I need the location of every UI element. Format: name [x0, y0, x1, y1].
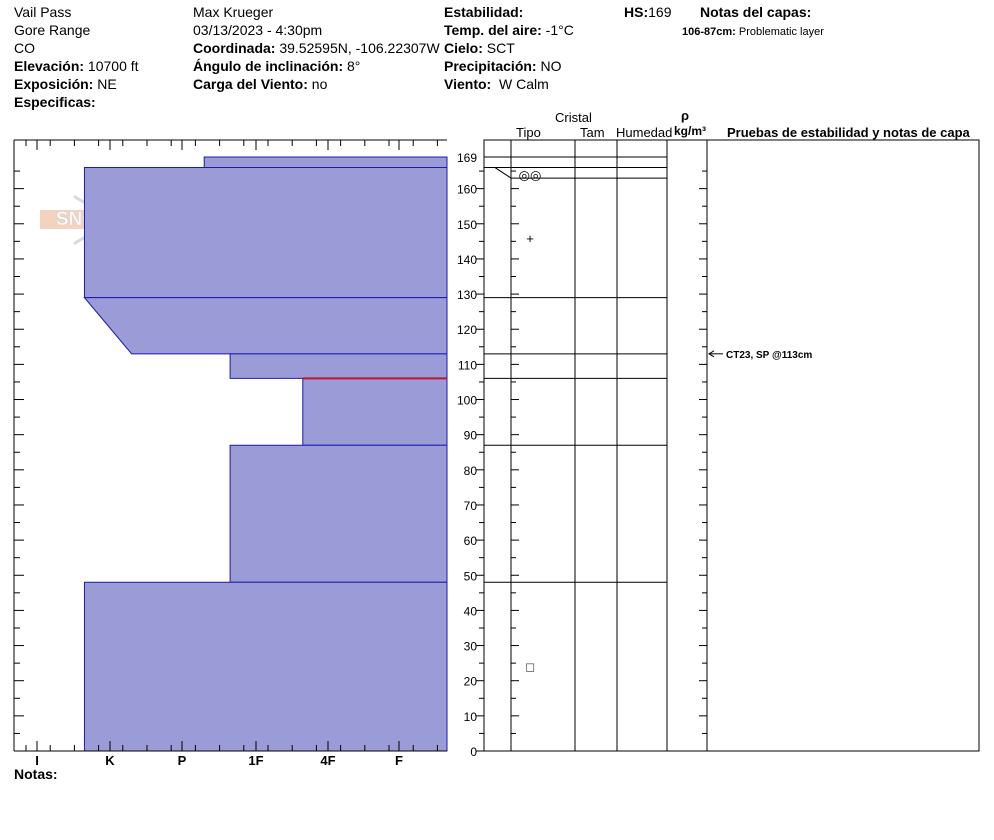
type-header: Tipo [516, 125, 541, 140]
sky-value: SCT [486, 40, 515, 56]
elevation-value: 10700 ft [87, 58, 139, 74]
height-tick-label: 100 [457, 394, 477, 408]
coordinate-value: 39.52595N, -106.22307W [279, 40, 440, 56]
profile-layer-2 [83, 297, 448, 355]
tests-header: Pruebas de estabilidad y notas de capa [727, 125, 970, 140]
wind-label: Viento: [444, 76, 492, 92]
layer-note-range: 106-87cm: [682, 26, 736, 38]
height-tick-label: 60 [464, 534, 478, 548]
sky-row: Cielo: SCT [444, 39, 515, 57]
density-unit-header: kg/m³ [674, 124, 707, 138]
profile-layer-4 [302, 377, 448, 446]
wind-load-row: Carga del Viento: no [193, 75, 327, 93]
air-temp-row: Temp. del aire: -1°C [444, 21, 574, 39]
height-tick-label: 0 [470, 745, 477, 759]
hs-label: HS: [624, 4, 649, 20]
precip-row: Precipitación: NO [444, 57, 561, 75]
profile-layer-1 [83, 167, 448, 299]
crystal-mark: ◎◎ [519, 168, 542, 183]
height-tick-label: 110 [458, 358, 477, 372]
observer-name: Max Krueger [193, 4, 274, 20]
precip-label: Precipitación: [444, 58, 537, 74]
wind-row: Viento: W Calm [444, 75, 549, 93]
air-temp-label: Temp. del aire: [444, 22, 542, 38]
height-tick-label: 150 [457, 218, 477, 232]
crystal-header: Cristal [555, 110, 592, 125]
height-tick-label: 40 [464, 604, 478, 618]
crystal-mark: + [526, 231, 534, 246]
coordinate-row: Coordinada: 39.52595N, -106.22307W [193, 39, 440, 57]
slope-value: 8° [347, 58, 361, 74]
slope-row: Ángulo de inclinación: 8° [193, 57, 360, 75]
hardness-profile [83, 156, 448, 752]
hs-value: 169 [648, 4, 672, 20]
hardness-tick-label: 1F [248, 753, 263, 768]
wind-value: W Calm [498, 76, 549, 92]
height-tick-label: 50 [464, 569, 478, 583]
wind-load-value: no [311, 76, 328, 92]
profile-layer-3 [229, 353, 448, 379]
slope-label: Ángulo de inclinación: [193, 58, 344, 74]
range-name: Gore Range [14, 22, 91, 38]
hardness-tick-label: F [395, 753, 403, 768]
air-temp-value: -1°C [545, 22, 574, 38]
height-tick-label: 30 [464, 640, 478, 654]
height-tick-label: 10 [464, 710, 478, 724]
wind-load-label: Carga del Viento: [193, 76, 308, 92]
sky-label: Cielo: [444, 40, 483, 56]
observation-datetime: 03/13/2023 - 4:30pm [193, 22, 323, 38]
hardness-tick-label: I [35, 753, 39, 768]
notes-label: Notas: [14, 766, 58, 782]
specifics-label: Especificas: [14, 94, 96, 110]
layer-note-text: Problematic layer [738, 26, 824, 38]
hs-row: HS:169 [624, 3, 671, 21]
crystal-mark: □ [526, 660, 534, 675]
height-tick-label: 160 [457, 183, 477, 197]
hardness-tick-label: P [178, 753, 187, 768]
stability-test-annotation: CT23, SP @113cm [708, 350, 812, 361]
elevation-label: Elevación: [14, 58, 85, 74]
test-label: CT23, SP @113cm [726, 350, 812, 361]
aspect-row: Exposición: NE [14, 75, 117, 93]
aspect-label: Exposición: [14, 76, 94, 92]
layer-notes-label: Notas del capas: [700, 4, 812, 20]
coordinate-label: Coordinada: [193, 40, 276, 56]
moisture-header: Humedad [616, 125, 673, 140]
layer-table [476, 139, 980, 752]
profile-layer-5 [229, 444, 448, 583]
location-name: Vail Pass [14, 4, 72, 20]
height-tick-label: 140 [457, 253, 477, 267]
crystal-marks: ◎◎ + □ [519, 168, 542, 675]
hardness-axis: I K P 1F 4F F [13, 139, 447, 768]
elevation-row: Elevación: 10700 ft [14, 57, 139, 75]
rho-header: ρ [681, 108, 690, 123]
precip-value: NO [540, 58, 562, 74]
profile-layer-0 [203, 156, 448, 169]
height-tick-label: 70 [464, 499, 478, 513]
top-layer-connector [484, 167, 667, 179]
profile-layer-6 [83, 581, 448, 752]
height-tick-label: 169 [457, 151, 477, 165]
stability-label: Estabilidad: [444, 4, 524, 20]
test-arrow-head [708, 350, 715, 358]
height-tick-label: 20 [464, 675, 478, 689]
height-tick-label: 130 [457, 288, 477, 302]
height-tick-label: 120 [457, 323, 477, 337]
hardness-tick-label: K [105, 753, 115, 768]
aspect-value: NE [97, 76, 117, 92]
hardness-tick-label: 4F [320, 753, 335, 768]
height-tick-label: 90 [464, 429, 478, 443]
height-tick-label: 80 [464, 464, 478, 478]
height-axis: 0 10 20 30 40 50 60 70 80 90 100 110 120 130 140 150 160… [457, 151, 477, 759]
size-header: Tam [580, 125, 605, 140]
state-name: CO [14, 40, 35, 56]
layer-note: 106-87cm: Problematic layer [682, 23, 824, 41]
